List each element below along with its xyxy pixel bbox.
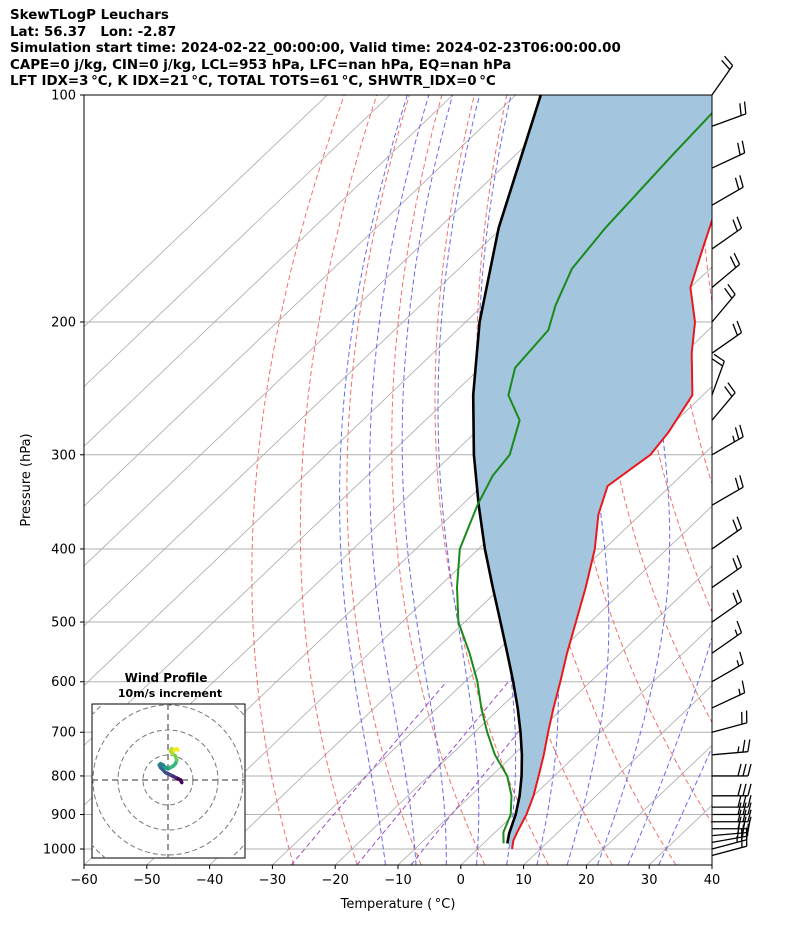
wind-barb bbox=[712, 809, 752, 823]
y-tick-label: 400 bbox=[51, 542, 76, 557]
dry-adiabat bbox=[665, 95, 712, 486]
y-tick-label: 100 bbox=[51, 89, 76, 104]
isotherm-line bbox=[334, 505, 712, 865]
wind-barb bbox=[711, 651, 744, 683]
wind-barb bbox=[712, 816, 752, 830]
cape-summary: CAPE=0 j/kg, CIN=0 j/kg, LCL=953 hPa, LF… bbox=[10, 57, 512, 73]
wind-barb bbox=[712, 795, 752, 808]
y-tick-label: 300 bbox=[51, 448, 76, 463]
wind-barb bbox=[712, 783, 752, 797]
stability-indices: LFT IDX=3 °C, K IDX=21 °C, TOTAL TOTS=61… bbox=[10, 74, 496, 89]
x-tick-label: −10 bbox=[384, 873, 411, 888]
wind-barb bbox=[711, 320, 743, 354]
chart-header: SkewTLogP Leuchars Lat: 56.37 Lon: -2.87… bbox=[10, 8, 621, 91]
dewpoint-profile-line bbox=[456, 111, 712, 844]
x-tick-label: −50 bbox=[133, 873, 160, 888]
hodograph-subtitle: 10m/s increment bbox=[118, 687, 222, 700]
wind-barb bbox=[711, 382, 736, 421]
wind-barb bbox=[711, 216, 743, 250]
wind-barb bbox=[711, 284, 736, 323]
dry-adiabat bbox=[346, 95, 422, 865]
isotherm-line bbox=[84, 95, 328, 328]
moist-adiabat bbox=[658, 746, 712, 865]
x-tick-label: 20 bbox=[578, 873, 595, 888]
moist-adiabat bbox=[339, 95, 408, 865]
wind-barb bbox=[711, 353, 725, 396]
wind-barb bbox=[711, 55, 734, 96]
y-tick-label: 800 bbox=[51, 769, 76, 784]
y-tick-label: 600 bbox=[51, 675, 76, 690]
parcel-path-line bbox=[471, 95, 543, 844]
wind-barb bbox=[711, 424, 744, 456]
hodograph-title: Wind Profile bbox=[125, 671, 208, 685]
x-tick-label: 10 bbox=[515, 873, 532, 888]
station-location: Lat: 56.37 Lon: -2.87 bbox=[10, 24, 177, 40]
y-tick-label: 500 bbox=[51, 616, 76, 631]
dry-adiabat bbox=[251, 95, 345, 865]
dry-adiabat bbox=[700, 95, 712, 306]
simulation-times: Simulation start time: 2024-02-22_00:00:… bbox=[10, 41, 621, 56]
isotherm-line bbox=[84, 95, 516, 507]
dry-adiabat bbox=[299, 95, 378, 865]
y-tick-label: 1000 bbox=[43, 843, 76, 858]
wind-barb bbox=[711, 680, 746, 709]
wind-barb bbox=[711, 252, 741, 288]
wind-barb bbox=[711, 739, 751, 756]
wind-barb bbox=[711, 475, 744, 506]
cin-shaded-area bbox=[473, 95, 712, 849]
isotherm-line bbox=[272, 445, 712, 865]
y-tick-label: 900 bbox=[51, 808, 76, 823]
x-tick-label: 30 bbox=[641, 873, 658, 888]
moist-adiabat bbox=[437, 95, 481, 865]
x-tick-label: −60 bbox=[70, 873, 97, 888]
mixing-ratio-line bbox=[356, 681, 509, 865]
wind-barb bbox=[711, 589, 743, 623]
wind-barb bbox=[712, 763, 752, 777]
isotherm-line bbox=[460, 625, 712, 865]
wind-barb bbox=[711, 555, 743, 589]
moist-adiabat bbox=[627, 635, 712, 865]
moist-adiabat bbox=[597, 95, 671, 865]
x-tick-label: −30 bbox=[259, 873, 286, 888]
chart-title: SkewTLogP Leuchars bbox=[10, 8, 169, 23]
wind-barb bbox=[711, 140, 746, 169]
wind-barb bbox=[711, 710, 748, 733]
wind-barb bbox=[711, 175, 744, 206]
y-tick-label: 700 bbox=[51, 726, 76, 741]
x-axis-label: Temperature ( °C) bbox=[340, 897, 456, 912]
moist-adiabat bbox=[401, 95, 454, 865]
wind-barb bbox=[712, 802, 752, 816]
isotherm-line bbox=[84, 95, 391, 388]
y-tick-label: 200 bbox=[51, 315, 76, 330]
wind-barb bbox=[711, 101, 747, 127]
x-tick-label: 0 bbox=[457, 873, 465, 888]
wind-barb bbox=[711, 620, 743, 654]
y-axis-label: Pressure (hPa) bbox=[19, 433, 34, 526]
isotherm-line bbox=[523, 685, 712, 865]
isotherm-line bbox=[84, 95, 454, 447]
dry-adiabat bbox=[391, 95, 486, 865]
temperature-profile-line bbox=[511, 217, 712, 850]
isotherm-line bbox=[711, 864, 712, 865]
wind-barb bbox=[711, 516, 743, 550]
x-tick-label: −20 bbox=[321, 873, 348, 888]
mixing-ratio-line bbox=[290, 681, 447, 865]
dry-adiabat bbox=[767, 95, 794, 865]
x-tick-label: 40 bbox=[704, 873, 721, 888]
hodograph-trace-segment bbox=[175, 747, 180, 752]
isotherm-line bbox=[84, 95, 579, 567]
x-tick-label: −40 bbox=[196, 873, 223, 888]
